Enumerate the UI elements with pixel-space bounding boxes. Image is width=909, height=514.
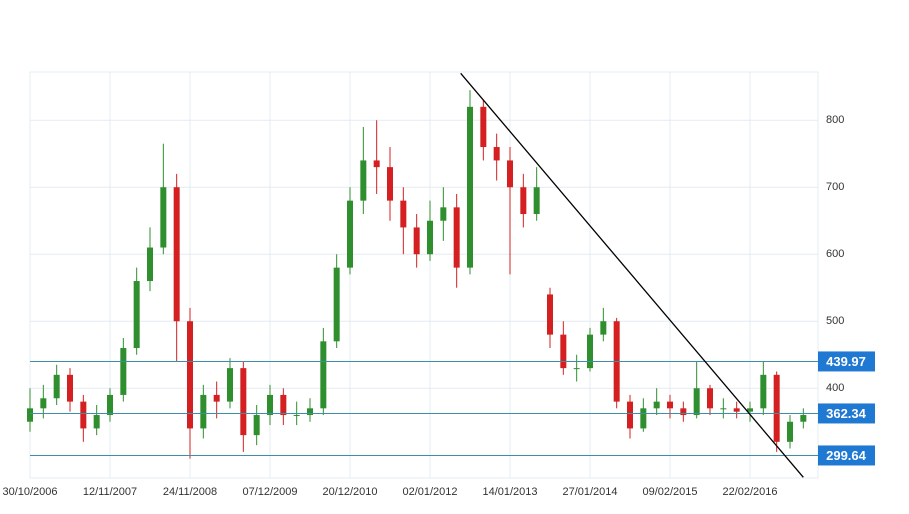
- candle-body: [213, 394, 220, 402]
- candle-body: [707, 388, 713, 409]
- candle-body: [547, 294, 553, 335]
- candle-body: [373, 160, 380, 168]
- candle-body: [400, 200, 407, 228]
- candle-body: [307, 408, 313, 416]
- candle-body: [573, 368, 580, 370]
- level-label: 439.97: [826, 354, 866, 369]
- candle-body: [653, 401, 660, 409]
- level-label-box: [818, 351, 875, 372]
- candle-body: [80, 401, 87, 429]
- candle-body: [133, 281, 140, 349]
- candle-body: [627, 401, 633, 429]
- candle-body: [333, 267, 340, 342]
- x-tick-label: 14/01/2013: [482, 486, 537, 498]
- candle-body: [800, 415, 807, 422]
- candle-body: [387, 167, 393, 201]
- candle-body: [587, 334, 593, 369]
- candle-body: [533, 187, 540, 215]
- candle-body: [27, 408, 33, 422]
- x-tick-label: 09/02/2015: [642, 486, 697, 498]
- candle-body: [747, 408, 753, 412]
- candle-body: [293, 415, 300, 417]
- candle-body: [93, 415, 100, 429]
- candle-body: [760, 374, 767, 409]
- candle-body: [600, 321, 607, 335]
- level-label: 362.34: [826, 406, 867, 421]
- candle-body: [427, 220, 433, 255]
- candle-body: [440, 207, 447, 221]
- candle-body: [413, 227, 420, 255]
- y-tick-label: 800: [826, 114, 844, 126]
- candle-body: [453, 207, 460, 268]
- candle-body: [107, 394, 113, 416]
- candle-body: [173, 187, 180, 322]
- level-label-box: [818, 445, 875, 466]
- candle-body: [187, 321, 193, 429]
- x-tick-label: 07/12/2009: [242, 486, 297, 498]
- candle-body: [720, 408, 727, 410]
- candle-body: [147, 247, 153, 282]
- candle-body: [667, 401, 673, 409]
- y-tick-label: 700: [826, 181, 844, 193]
- candle-body: [347, 200, 353, 268]
- x-tick-label: 20/12/2010: [322, 486, 377, 498]
- candle-body: [67, 374, 73, 402]
- x-tick-label: 27/01/2014: [562, 486, 617, 498]
- x-tick-label: 24/11/2008: [163, 486, 217, 498]
- candle-body: [280, 394, 287, 416]
- candle-body: [253, 415, 260, 436]
- candle-body: [360, 160, 367, 201]
- candle-body: [200, 394, 207, 429]
- candle-body: [480, 106, 487, 148]
- level-label: 299.64: [826, 448, 867, 463]
- candle-body: [120, 348, 127, 395]
- trend-line: [460, 72, 804, 478]
- candle-body: [560, 334, 567, 369]
- x-tick-label: 22/02/2016: [722, 486, 777, 498]
- candle-body: [320, 341, 327, 409]
- candle-body: [640, 408, 647, 429]
- candle-body: [693, 388, 700, 416]
- y-tick-label: 600: [826, 248, 844, 260]
- candle-body: [493, 147, 500, 161]
- candle-body: [680, 408, 687, 416]
- candle-body: [467, 106, 473, 268]
- candle-body: [507, 160, 513, 188]
- x-tick-label: 30/10/2006: [2, 486, 57, 498]
- candle-body: [733, 408, 740, 412]
- candle-body: [40, 398, 47, 409]
- candle-body: [160, 187, 167, 248]
- candle-body: [240, 368, 247, 436]
- level-label-box: [818, 403, 875, 424]
- candle-body: [267, 394, 273, 416]
- y-tick-label: 500: [826, 315, 844, 327]
- candle-body: [53, 374, 60, 399]
- candle-body: [520, 187, 527, 215]
- candle-body: [787, 421, 793, 442]
- y-tick-label: 400: [826, 382, 844, 394]
- candle-body: [773, 374, 780, 442]
- x-tick-label: 02/01/2012: [402, 486, 457, 498]
- candle-body: [227, 368, 233, 402]
- x-tick-label: 12/11/2007: [83, 486, 137, 498]
